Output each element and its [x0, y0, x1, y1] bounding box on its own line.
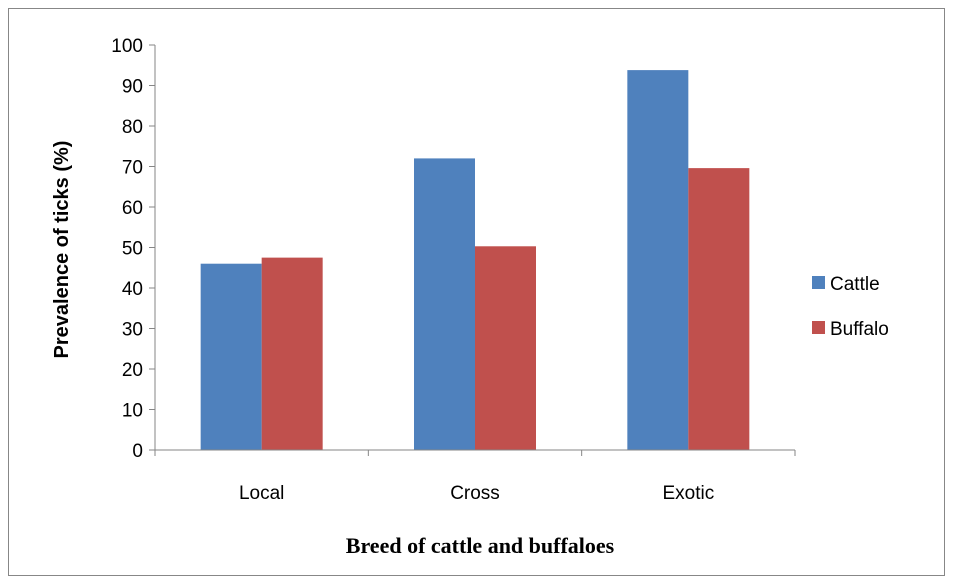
bar-buffalo-local [261, 257, 323, 450]
x-tick-label: Exotic [662, 483, 714, 504]
legend-swatch-buffalo [812, 321, 825, 334]
y-tick-label: 20 [122, 360, 143, 381]
bar-cattle-exotic [627, 70, 689, 451]
y-tick-label: 0 [132, 441, 143, 462]
y-tick-label: 60 [122, 198, 143, 219]
y-axis-ticks: 0 10 20 30 40 50 60 70 80 90 100 [111, 36, 155, 462]
legend: Cattle Buffalo [812, 274, 889, 340]
legend-label-cattle: Cattle [830, 274, 880, 295]
y-tick-label: 100 [111, 36, 143, 57]
bar-buffalo-exotic [688, 168, 750, 450]
bar-buffalo-cross [475, 246, 536, 450]
bar-cattle-local [200, 263, 262, 450]
x-axis-ticks: Local Cross Exotic [154, 450, 796, 504]
y-axis-title: Prevalence of ticks (%) [51, 141, 73, 359]
y-tick-label: 30 [122, 320, 143, 341]
x-axis-title: Breed of cattle and buffaloes [346, 533, 615, 558]
x-tick-label: Cross [450, 483, 500, 504]
y-tick-label: 80 [122, 117, 143, 138]
y-tick-label: 10 [122, 401, 143, 422]
legend-swatch-cattle [812, 276, 825, 289]
legend-label-buffalo: Buffalo [830, 319, 889, 340]
y-tick-label: 40 [122, 279, 143, 300]
y-tick-label: 50 [122, 239, 143, 260]
y-tick-label: 90 [122, 77, 143, 98]
x-tick-label: Local [239, 483, 284, 504]
y-tick-label: 70 [122, 158, 143, 179]
bar-cattle-cross [414, 158, 475, 450]
bars [200, 70, 750, 451]
